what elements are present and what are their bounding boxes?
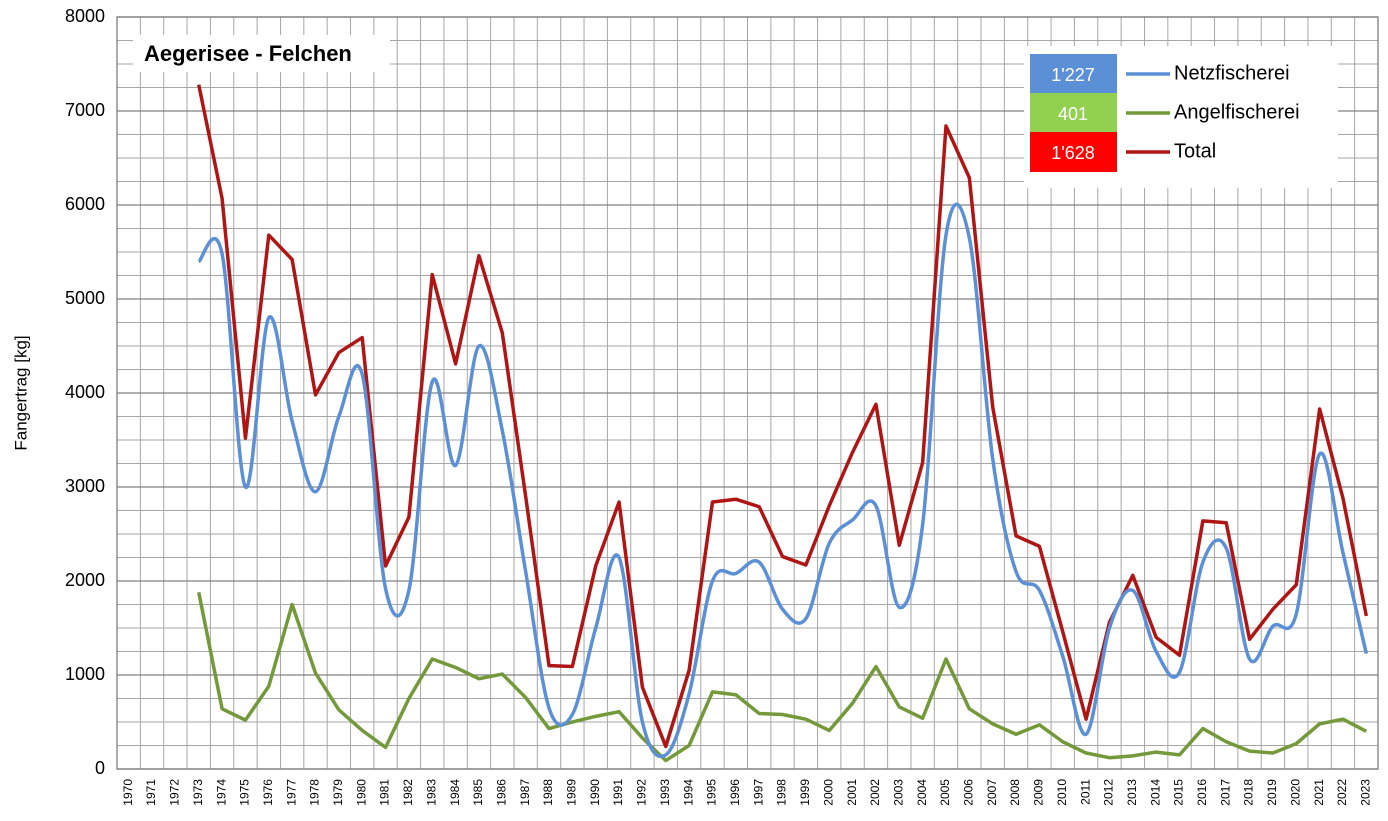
- x-tick-label: 1986: [494, 779, 508, 806]
- x-tick-label: 2020: [1288, 779, 1302, 806]
- x-tick-label: 1993: [658, 779, 672, 806]
- x-tick-label: 1989: [565, 779, 579, 806]
- x-tick-label: 2017: [1218, 779, 1232, 806]
- x-tick-label: 2007: [985, 779, 999, 806]
- x-tick-label: 1984: [448, 779, 462, 806]
- x-tick-label: 2006: [962, 779, 976, 806]
- x-tick-label: 1994: [681, 779, 695, 806]
- chart-title: Aegerisee - Felchen: [144, 41, 352, 66]
- x-tick-label: 2013: [1125, 779, 1139, 806]
- legend-label: Angelfischerei: [1174, 101, 1300, 123]
- x-tick-label: 2011: [1078, 779, 1092, 805]
- x-tick-label: 1979: [331, 779, 345, 806]
- x-tick-label: 2008: [1008, 779, 1022, 806]
- x-tick-label: 2001: [845, 779, 859, 806]
- last-value-box: [1030, 132, 1117, 172]
- series-line: [197, 591, 1368, 763]
- x-tick-label: 1978: [308, 779, 322, 806]
- x-tick-label: 1983: [424, 779, 438, 806]
- y-tick-label: 8000: [65, 6, 105, 26]
- x-tick-label: 1996: [728, 779, 742, 806]
- y-tick-label: 1000: [65, 664, 105, 684]
- y-tick-label: 6000: [65, 194, 105, 214]
- series-line: [197, 202, 1369, 759]
- x-tick-label: 1985: [471, 779, 485, 806]
- x-tick-label: 2022: [1335, 779, 1349, 806]
- x-tick-label: 1970: [121, 779, 135, 806]
- legend-label: Total: [1174, 140, 1216, 162]
- x-tick-label: 1999: [798, 779, 812, 806]
- x-tick-label: 1971: [144, 779, 158, 806]
- x-tick-label: 1998: [775, 779, 789, 806]
- x-tick-label: 2014: [1148, 779, 1162, 806]
- x-tick-label: 2002: [868, 779, 882, 806]
- x-tick-label: 2021: [1312, 779, 1326, 806]
- x-tick-label: 2005: [938, 779, 952, 806]
- x-tick-label: 2015: [1172, 779, 1186, 806]
- x-tick-label: 1981: [378, 779, 392, 806]
- x-tick-label: 1988: [541, 779, 555, 806]
- y-tick-label: 3000: [65, 476, 105, 496]
- x-tick-label: 2010: [1055, 779, 1069, 806]
- last-value-box: [1030, 93, 1117, 133]
- title-box: [133, 35, 390, 72]
- x-tick-label: 2023: [1358, 779, 1372, 806]
- last-value-box: [1030, 54, 1117, 94]
- x-tick-label: 1982: [401, 779, 415, 806]
- y-tick-label: 7000: [65, 100, 105, 120]
- y-tick-label: 0: [95, 758, 105, 778]
- x-tick-label: 2019: [1265, 779, 1279, 806]
- x-tick-label: 1972: [168, 779, 182, 806]
- y-tick-label: 2000: [65, 570, 105, 590]
- y-tick-label: 4000: [65, 382, 105, 402]
- x-tick-label: 2016: [1195, 779, 1209, 806]
- x-tick-label: 2003: [891, 779, 905, 806]
- plot-frame: [116, 16, 1379, 770]
- x-tick-label: 2012: [1102, 779, 1116, 806]
- x-tick-label: 1995: [705, 779, 719, 806]
- x-tick-label: 2000: [821, 779, 835, 806]
- legend-label: Netzfischerei: [1174, 62, 1290, 84]
- y-tick-label: 5000: [65, 288, 105, 308]
- x-tick-label: 1976: [261, 779, 275, 806]
- x-tick-label: 1974: [214, 779, 228, 806]
- x-tick-label: 1975: [238, 779, 252, 806]
- x-tick-label: 2018: [1242, 779, 1256, 806]
- x-tick-label: 2009: [1032, 779, 1046, 806]
- series-line: [197, 84, 1369, 749]
- x-tick-label: 1973: [191, 779, 205, 806]
- x-tick-label: 1980: [354, 779, 368, 806]
- last-value-label: 1'628: [1051, 143, 1094, 163]
- x-tick-label: 1991: [611, 779, 625, 806]
- x-tick-label: 2004: [915, 779, 929, 806]
- y-axis-label: Fangertrag [kg]: [11, 335, 30, 450]
- x-tick-label: 1987: [518, 779, 532, 806]
- x-tick-label: 1992: [635, 779, 649, 806]
- last-value-label: 1'227: [1051, 65, 1094, 85]
- x-tick-label: 1990: [588, 779, 602, 806]
- last-value-label: 401: [1058, 104, 1088, 124]
- x-tick-label: 1997: [751, 779, 765, 806]
- x-tick-label: 1977: [284, 779, 298, 806]
